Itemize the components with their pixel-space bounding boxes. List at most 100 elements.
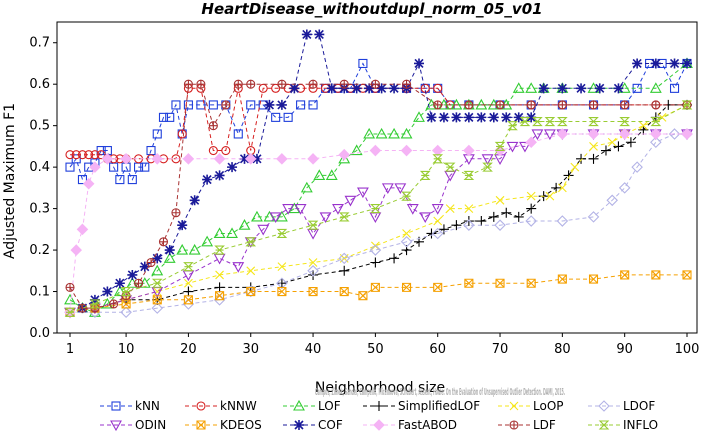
data-point xyxy=(401,282,412,292)
data-point xyxy=(495,278,505,288)
data-point xyxy=(139,261,150,272)
data-point xyxy=(432,154,444,164)
data-point xyxy=(433,100,443,110)
data-point xyxy=(370,204,381,214)
data-point xyxy=(669,58,680,69)
data-point xyxy=(71,154,81,164)
data-point xyxy=(600,145,611,156)
data-point xyxy=(588,116,599,127)
data-point xyxy=(213,227,226,239)
data-point xyxy=(215,270,224,280)
data-point xyxy=(244,153,257,165)
data-point xyxy=(301,29,312,40)
data-point xyxy=(406,204,419,215)
data-point xyxy=(370,257,381,268)
legend-label: LOF xyxy=(318,399,341,413)
data-point xyxy=(495,195,505,205)
data-point xyxy=(519,116,531,127)
series-fastabod xyxy=(64,128,693,319)
data-point xyxy=(338,152,351,164)
data-point xyxy=(625,137,636,148)
data-point xyxy=(650,128,662,140)
data-point xyxy=(557,116,568,127)
data-point xyxy=(414,58,425,69)
data-point xyxy=(151,302,164,314)
data-point xyxy=(525,82,538,93)
data-point xyxy=(84,150,94,160)
data-point xyxy=(438,112,449,123)
data-point xyxy=(282,204,295,215)
data-point xyxy=(519,141,531,153)
data-point xyxy=(90,150,100,160)
data-point xyxy=(419,212,432,224)
data-point xyxy=(376,83,387,94)
data-point xyxy=(438,224,449,235)
data-point xyxy=(402,229,411,238)
data-point xyxy=(532,116,543,127)
data-point xyxy=(338,252,350,265)
data-point xyxy=(76,223,89,236)
data-point xyxy=(338,148,350,161)
y-tick-label: 0.7 xyxy=(29,36,50,51)
data-point xyxy=(501,112,512,123)
data-point xyxy=(400,127,413,139)
legend-label: kNNW xyxy=(220,399,257,413)
data-point xyxy=(158,237,169,247)
data-point xyxy=(570,162,580,172)
data-point xyxy=(164,245,175,256)
data-point xyxy=(332,204,344,215)
data-point xyxy=(476,216,487,227)
data-point xyxy=(171,100,181,110)
data-point xyxy=(451,112,462,123)
data-point xyxy=(245,237,257,247)
legend-marker xyxy=(111,401,121,411)
data-point xyxy=(257,224,270,236)
data-point xyxy=(213,294,226,306)
data-point xyxy=(276,99,287,110)
data-point xyxy=(445,204,455,213)
legend-item-kdeos: KDEOS xyxy=(185,418,262,432)
y-tick-label: 0.6 xyxy=(29,77,50,92)
data-point xyxy=(494,141,506,151)
data-point xyxy=(120,286,132,297)
data-point xyxy=(526,203,537,214)
legend-label: ODIN xyxy=(135,418,166,432)
data-point xyxy=(650,136,662,149)
data-point xyxy=(82,177,95,190)
legend-item-loop: LoOP xyxy=(498,399,564,413)
x-tick-label: 1 xyxy=(66,342,74,357)
data-point xyxy=(127,269,138,280)
data-point xyxy=(494,219,506,231)
data-point xyxy=(451,220,462,231)
data-point xyxy=(681,100,693,110)
data-point xyxy=(152,295,162,305)
data-point xyxy=(400,235,413,248)
data-point xyxy=(271,83,281,93)
data-point xyxy=(370,241,380,251)
y-tick-label: 0.3 xyxy=(29,202,50,217)
data-point xyxy=(495,100,505,110)
x-tick-label: 40 xyxy=(305,342,322,357)
data-point xyxy=(364,83,375,94)
data-point xyxy=(208,100,218,110)
data-point xyxy=(631,161,643,173)
legend-marker xyxy=(373,419,385,431)
data-point xyxy=(196,100,206,110)
data-point xyxy=(120,153,132,165)
legend-item-odin: ODIN xyxy=(100,418,166,432)
data-point xyxy=(251,210,263,222)
data-point xyxy=(182,298,195,310)
data-point xyxy=(77,303,88,313)
data-point xyxy=(638,121,648,131)
data-point xyxy=(650,58,661,69)
legend-item-lof: LOF xyxy=(283,399,341,413)
legend-label: INFLO xyxy=(623,418,658,432)
data-point xyxy=(269,212,282,224)
data-point xyxy=(146,257,156,268)
data-point xyxy=(114,278,125,289)
y-tick-label: 0.2 xyxy=(29,243,50,258)
data-point xyxy=(171,208,181,218)
data-point xyxy=(152,129,162,139)
data-point xyxy=(563,170,574,181)
